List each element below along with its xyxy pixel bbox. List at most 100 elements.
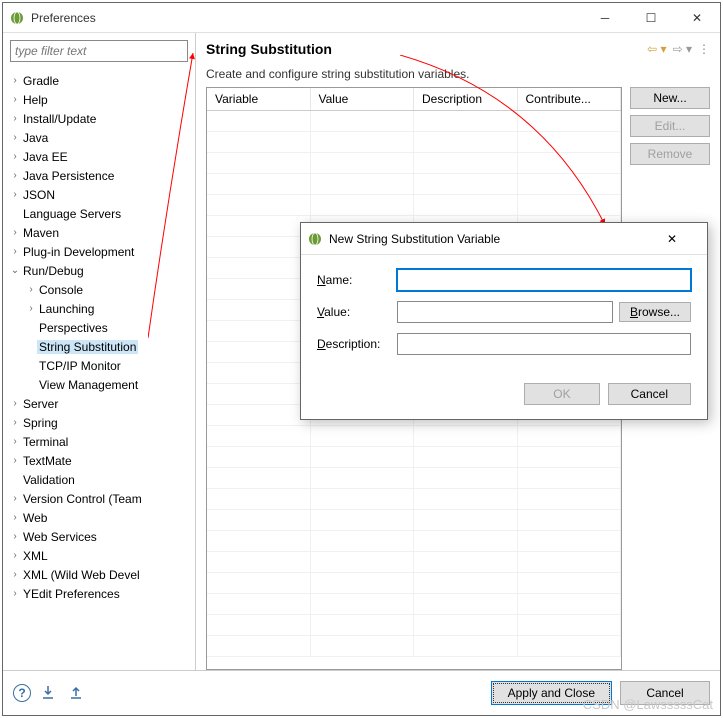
table-row[interactable] <box>207 636 621 657</box>
new-variable-dialog: New String Substitution Variable ✕ Name:… <box>300 222 708 420</box>
tree-item[interactable]: ⌄Run/Debug <box>3 261 195 280</box>
chevron-right-icon[interactable]: › <box>9 189 21 200</box>
column-header[interactable]: Contribute... <box>518 88 622 110</box>
tree-item[interactable]: Language Servers <box>3 204 195 223</box>
column-header[interactable]: Variable <box>207 88 311 110</box>
table-row[interactable] <box>207 552 621 573</box>
chevron-right-icon[interactable]: › <box>25 284 37 295</box>
table-row[interactable] <box>207 132 621 153</box>
tree-item-label: Java <box>21 131 50 145</box>
preferences-tree[interactable]: ›Gradle›Help›Install/Update›Java›Java EE… <box>3 69 195 669</box>
close-button[interactable]: ✕ <box>674 3 720 33</box>
chevron-right-icon[interactable]: › <box>9 569 21 580</box>
chevron-right-icon[interactable]: › <box>9 512 21 523</box>
maximize-button[interactable]: ☐ <box>628 3 674 33</box>
dialog-cancel-button[interactable]: Cancel <box>608 383 691 405</box>
chevron-right-icon[interactable]: › <box>9 493 21 504</box>
tree-item[interactable]: ›Server <box>3 394 195 413</box>
remove-button[interactable]: Remove <box>630 143 710 165</box>
chevron-right-icon[interactable]: › <box>9 113 21 124</box>
chevron-down-icon[interactable]: ⌄ <box>9 265 21 276</box>
tree-item[interactable]: ›Version Control (Team <box>3 489 195 508</box>
name-input[interactable] <box>397 269 691 291</box>
table-row[interactable] <box>207 573 621 594</box>
tree-item[interactable]: ›Gradle <box>3 71 195 90</box>
tree-item[interactable]: ›Plug-in Development <box>3 242 195 261</box>
edit-button[interactable]: Edit... <box>630 115 710 137</box>
tree-item[interactable]: ›Java EE <box>3 147 195 166</box>
table-row[interactable] <box>207 468 621 489</box>
tree-item-label: View Management <box>37 378 140 392</box>
tree-item[interactable]: ›TextMate <box>3 451 195 470</box>
forward-button[interactable]: ⇨ ▾ <box>673 42 692 56</box>
table-row[interactable] <box>207 195 621 216</box>
chevron-right-icon[interactable]: › <box>9 75 21 86</box>
chevron-right-icon[interactable]: › <box>9 436 21 447</box>
column-header[interactable]: Value <box>311 88 415 110</box>
table-row[interactable] <box>207 111 621 132</box>
table-row[interactable] <box>207 510 621 531</box>
tree-item-label: Language Servers <box>21 207 123 221</box>
tree-item[interactable]: ›Launching <box>3 299 195 318</box>
new-button[interactable]: New... <box>630 87 710 109</box>
description-input[interactable] <box>397 333 691 355</box>
import-icon[interactable] <box>41 684 59 703</box>
tree-item-label: Perspectives <box>37 321 110 335</box>
export-icon[interactable] <box>69 684 87 703</box>
table-row[interactable] <box>207 594 621 615</box>
chevron-right-icon[interactable]: › <box>9 246 21 257</box>
tree-item[interactable]: ›Web Services <box>3 527 195 546</box>
tree-item[interactable]: ›Install/Update <box>3 109 195 128</box>
chevron-right-icon[interactable]: › <box>9 151 21 162</box>
table-row[interactable] <box>207 531 621 552</box>
chevron-right-icon[interactable]: › <box>9 398 21 409</box>
table-row[interactable] <box>207 489 621 510</box>
filter-input[interactable] <box>10 40 188 62</box>
tree-item[interactable]: ›Maven <box>3 223 195 242</box>
chevron-right-icon[interactable]: › <box>9 531 21 542</box>
tree-item[interactable]: ›Web <box>3 508 195 527</box>
chevron-right-icon[interactable]: › <box>9 417 21 428</box>
tree-item[interactable]: ›XML (Wild Web Devel <box>3 565 195 584</box>
tree-item[interactable]: ›Help <box>3 90 195 109</box>
table-row[interactable] <box>207 174 621 195</box>
tree-item[interactable]: Validation <box>3 470 195 489</box>
chevron-right-icon[interactable]: › <box>9 94 21 105</box>
dialog-close-button[interactable]: ✕ <box>667 232 707 246</box>
ok-button[interactable]: OK <box>524 383 599 405</box>
dialog-title: New String Substitution Variable <box>329 232 667 246</box>
tree-item-label: String Substitution <box>37 340 138 354</box>
help-icon[interactable]: ? <box>13 684 31 702</box>
value-input[interactable] <box>397 301 613 323</box>
tree-item[interactable]: TCP/IP Monitor <box>3 356 195 375</box>
tree-item[interactable]: ›Java <box>3 128 195 147</box>
chevron-right-icon[interactable]: › <box>9 455 21 466</box>
tree-item[interactable]: ›JSON <box>3 185 195 204</box>
tree-item[interactable]: View Management <box>3 375 195 394</box>
chevron-right-icon[interactable]: › <box>25 303 37 314</box>
chevron-right-icon[interactable]: › <box>9 227 21 238</box>
chevron-right-icon[interactable]: › <box>9 550 21 561</box>
table-row[interactable] <box>207 615 621 636</box>
tree-item[interactable]: String Substitution <box>3 337 195 356</box>
table-row[interactable] <box>207 447 621 468</box>
tree-item[interactable]: ›Spring <box>3 413 195 432</box>
chevron-right-icon[interactable]: › <box>9 132 21 143</box>
tree-item[interactable]: ›Terminal <box>3 432 195 451</box>
name-label: Name: <box>317 273 397 287</box>
menu-icon[interactable]: ⋮ <box>698 42 710 56</box>
column-header[interactable]: Description <box>414 88 518 110</box>
table-row[interactable] <box>207 426 621 447</box>
tree-item[interactable]: ›YEdit Preferences <box>3 584 195 603</box>
chevron-right-icon[interactable]: › <box>9 588 21 599</box>
tree-item[interactable]: ›Java Persistence <box>3 166 195 185</box>
minimize-button[interactable]: ─ <box>582 3 628 33</box>
back-button[interactable]: ⇦ ▾ <box>647 42 666 56</box>
tree-item-label: Version Control (Team <box>21 492 144 506</box>
tree-item[interactable]: ›Console <box>3 280 195 299</box>
table-row[interactable] <box>207 153 621 174</box>
tree-item[interactable]: ›XML <box>3 546 195 565</box>
browse-button[interactable]: Browse... <box>619 302 691 322</box>
tree-item[interactable]: Perspectives <box>3 318 195 337</box>
chevron-right-icon[interactable]: › <box>9 170 21 181</box>
